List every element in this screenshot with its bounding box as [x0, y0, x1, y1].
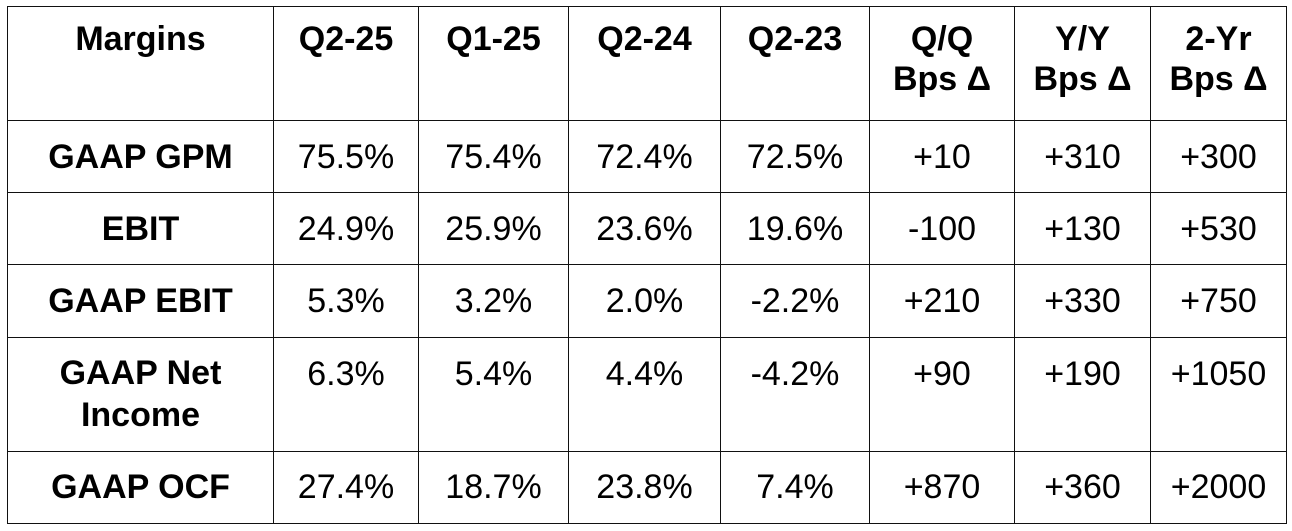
row-label: GAAP Net Income: [7, 336, 274, 452]
table-cell: 5.4%: [418, 336, 569, 452]
header-qq-line1: Q/Q: [910, 20, 974, 58]
table-cell: +90: [869, 336, 1015, 452]
header-row: Margins Q2-25 Q1-25 Q2-24 Q2-23 Q/Q Bps …: [7, 6, 1287, 121]
header-yy-line1: Y/Y: [1055, 20, 1110, 58]
table-cell: +330: [1014, 264, 1151, 338]
table-cell: -100: [869, 192, 1015, 266]
table-cell: 72.4%: [568, 119, 721, 194]
table-cell: +300: [1150, 119, 1287, 194]
table-cell: 19.6%: [720, 192, 870, 266]
table-cell: 5.3%: [273, 264, 419, 338]
header-2yr-bps: 2-Yr Bps Δ: [1150, 6, 1287, 121]
header-yy-line2: Bps Δ: [1033, 60, 1132, 98]
table-cell: 7.4%: [720, 450, 870, 525]
header-2yr-line1: 2-Yr: [1185, 20, 1252, 58]
table-cell: 4.4%: [568, 336, 721, 452]
table-row: EBIT 24.9% 25.9% 23.6% 19.6% -100 +130 +…: [7, 192, 1287, 266]
table-cell: 27.4%: [273, 450, 419, 525]
header-yy-bps: Y/Y Bps Δ: [1014, 6, 1151, 121]
table-cell: 75.4%: [418, 119, 569, 194]
table-row: GAAP GPM 75.5% 75.4% 72.4% 72.5% +10 +31…: [7, 119, 1287, 194]
header-q2-25: Q2-25: [273, 6, 419, 121]
table-cell: +750: [1150, 264, 1287, 338]
table-row: GAAP OCF 27.4% 18.7% 23.8% 7.4% +870 +36…: [7, 450, 1287, 525]
header-q2-24: Q2-24: [568, 6, 721, 121]
table-cell: -2.2%: [720, 264, 870, 338]
table-cell: +130: [1014, 192, 1151, 266]
table-cell: 23.6%: [568, 192, 721, 266]
header-q2-23: Q2-23: [720, 6, 870, 121]
table-cell: 3.2%: [418, 264, 569, 338]
header-qq-line2: Bps Δ: [892, 60, 992, 98]
table-cell: 18.7%: [418, 450, 569, 525]
header-qq-bps: Q/Q Bps Δ: [869, 6, 1015, 121]
row-label: EBIT: [7, 192, 274, 266]
table-cell: +360: [1014, 450, 1151, 525]
table-cell: +210: [869, 264, 1015, 338]
table-cell: 72.5%: [720, 119, 870, 194]
row-label-line1: GAAP Net: [59, 354, 222, 393]
header-q1-25: Q1-25: [418, 6, 569, 121]
table-cell: -4.2%: [720, 336, 870, 452]
header-margins: Margins: [7, 6, 274, 121]
table-cell: 23.8%: [568, 450, 721, 525]
table-cell: +2000: [1150, 450, 1287, 525]
table-cell: 25.9%: [418, 192, 569, 266]
header-2yr-line2: Bps Δ: [1169, 60, 1268, 98]
table-cell: 75.5%: [273, 119, 419, 194]
margins-table: Margins Q2-25 Q1-25 Q2-24 Q2-23 Q/Q Bps …: [7, 6, 1287, 525]
table-row: GAAP EBIT 5.3% 3.2% 2.0% -2.2% +210 +330…: [7, 264, 1287, 338]
table-cell: +870: [869, 450, 1015, 525]
table-cell: +190: [1014, 336, 1151, 452]
table-cell: 2.0%: [568, 264, 721, 338]
row-label: GAAP OCF: [7, 450, 274, 525]
table-cell: 6.3%: [273, 336, 419, 452]
table-cell: +530: [1150, 192, 1287, 266]
table-cell: +1050: [1150, 336, 1287, 452]
table-row: GAAP Net Income 6.3% 5.4% 4.4% -4.2% +90…: [7, 336, 1287, 452]
row-label-line2: Income: [80, 396, 201, 435]
table-cell: +10: [869, 119, 1015, 194]
row-label: GAAP EBIT: [7, 264, 274, 338]
table-cell: 24.9%: [273, 192, 419, 266]
row-label: GAAP GPM: [7, 119, 274, 194]
table-cell: +310: [1014, 119, 1151, 194]
